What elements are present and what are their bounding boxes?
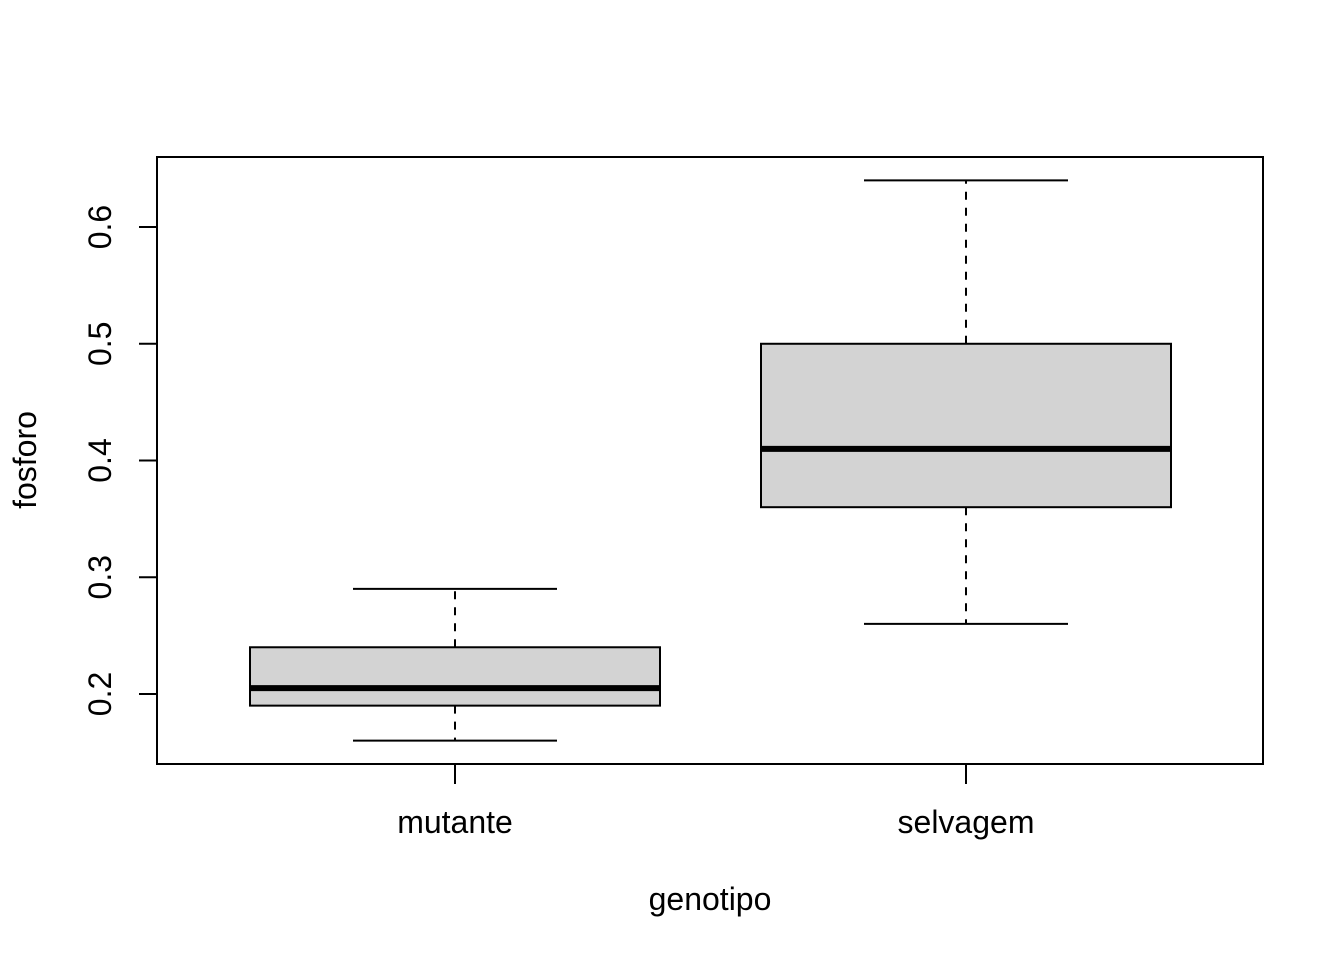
boxes-layer: [249, 179, 1172, 742]
x-tick-label: selvagem: [898, 804, 1035, 840]
iqr-box: [249, 646, 661, 707]
y-tick-label: 0.6: [82, 205, 118, 249]
x-tick-label: mutante: [397, 804, 513, 840]
y-axis-label: fosforo: [7, 411, 43, 509]
box-mutante: [249, 587, 661, 742]
x-axis-label: genotipo: [649, 881, 772, 917]
y-tick-label: 0.4: [82, 438, 118, 482]
x-axis: mutante selvagem: [397, 764, 1034, 840]
iqr-box: [760, 342, 1172, 509]
box-selvagem: [760, 179, 1172, 625]
y-axis: 0.2 0.3 0.4 0.5 0.6: [82, 205, 158, 716]
y-tick-label: 0.2: [82, 672, 118, 716]
y-tick-label: 0.3: [82, 555, 118, 599]
y-tick-label: 0.5: [82, 322, 118, 366]
